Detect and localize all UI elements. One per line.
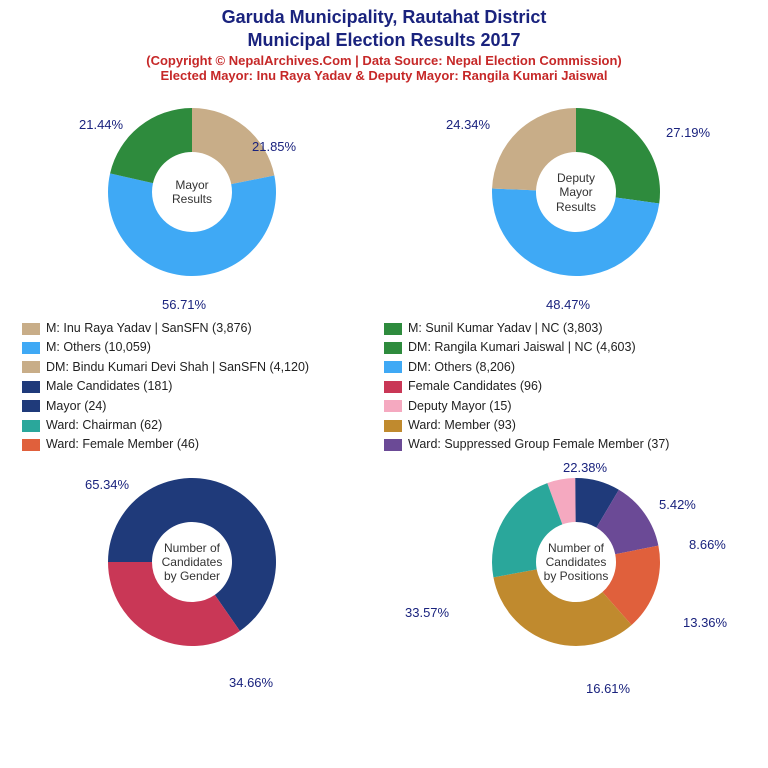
- legend-text: Mayor (24): [46, 397, 106, 416]
- donut-center-label: DeputyMayorResults: [526, 171, 626, 214]
- legend-item: Ward: Female Member (46): [22, 435, 384, 454]
- legend-swatch: [22, 420, 40, 432]
- pct-label: 13.36%: [683, 615, 727, 630]
- pct-label: 5.42%: [659, 497, 696, 512]
- legend-item: Ward: Member (93): [384, 416, 746, 435]
- title-line2: Municipal Election Results 2017: [0, 29, 768, 52]
- donut-center-label: Number ofCandidatesby Positions: [526, 541, 626, 584]
- legend-item: DM: Bindu Kumari Devi Shah | SanSFN (4,1…: [22, 358, 384, 377]
- pct-label: 24.34%: [446, 117, 490, 132]
- legend-swatch: [22, 439, 40, 451]
- legend-text: Ward: Chairman (62): [46, 416, 162, 435]
- legend-text: Deputy Mayor (15): [408, 397, 512, 416]
- legend-text: M: Inu Raya Yadav | SanSFN (3,876): [46, 319, 252, 338]
- title-line1: Garuda Municipality, Rautahat District: [0, 6, 768, 29]
- pct-label: 21.44%: [79, 117, 123, 132]
- legend-swatch: [22, 323, 40, 335]
- legend-item: M: Others (10,059): [22, 338, 384, 357]
- elected-line: Elected Mayor: Inu Raya Yadav & Deputy M…: [0, 68, 768, 83]
- top-charts-row: MayorResults 21.85% 56.71% 21.44% DeputyMay…: [0, 87, 768, 317]
- legend-item: Mayor (24): [22, 397, 384, 416]
- pct-label: 27.19%: [666, 125, 710, 140]
- pct-label: 56.71%: [162, 297, 206, 312]
- legend-swatch: [22, 361, 40, 373]
- legend-item: M: Sunil Kumar Yadav | NC (3,803): [384, 319, 746, 338]
- legend-text: M: Others (10,059): [46, 338, 151, 357]
- pct-label: 33.57%: [405, 605, 449, 620]
- mayor-chart: MayorResults 21.85% 56.71% 21.44%: [7, 87, 377, 317]
- legend-text: DM: Bindu Kumari Devi Shah | SanSFN (4,1…: [46, 358, 309, 377]
- legend-right-col: M: Sunil Kumar Yadav | NC (3,803)DM: Ran…: [384, 319, 746, 455]
- legend-swatch: [384, 400, 402, 412]
- legend-swatch: [384, 381, 402, 393]
- legend-swatch: [384, 439, 402, 451]
- donut-center-label: Number ofCandidatesby Gender: [142, 541, 242, 584]
- legend-swatch: [22, 342, 40, 354]
- legend-left-col: M: Inu Raya Yadav | SanSFN (3,876)M: Oth…: [22, 319, 384, 455]
- legend-swatch: [384, 323, 402, 335]
- legend-text: Ward: Member (93): [408, 416, 516, 435]
- pct-label: 16.61%: [586, 681, 630, 696]
- legend-swatch: [22, 381, 40, 393]
- legend: M: Inu Raya Yadav | SanSFN (3,876)M: Oth…: [0, 317, 768, 455]
- legend-text: M: Sunil Kumar Yadav | NC (3,803): [408, 319, 603, 338]
- legend-item: Ward: Suppressed Group Female Member (37…: [384, 435, 746, 454]
- legend-text: Female Candidates (96): [408, 377, 542, 396]
- positions-chart: Number ofCandidatesby Positions 5.42% 8.66…: [391, 457, 761, 707]
- legend-item: DM: Others (8,206): [384, 358, 746, 377]
- legend-text: DM: Rangila Kumari Jaiswal | NC (4,603): [408, 338, 636, 357]
- donut-center-label: MayorResults: [142, 178, 242, 207]
- legend-swatch: [384, 420, 402, 432]
- pct-label: 22.38%: [563, 460, 607, 475]
- legend-swatch: [384, 342, 402, 354]
- legend-item: M: Inu Raya Yadav | SanSFN (3,876): [22, 319, 384, 338]
- gender-chart: Number ofCandidatesby Gender 65.34% 34.66%: [7, 457, 377, 707]
- pct-label: 65.34%: [85, 477, 129, 492]
- legend-text: Male Candidates (181): [46, 377, 172, 396]
- bottom-charts-row: Number ofCandidatesby Gender 65.34% 34.66%…: [0, 457, 768, 707]
- chart-header: Garuda Municipality, Rautahat District M…: [0, 0, 768, 83]
- legend-item: Deputy Mayor (15): [384, 397, 746, 416]
- legend-item: DM: Rangila Kumari Jaiswal | NC (4,603): [384, 338, 746, 357]
- legend-item: Female Candidates (96): [384, 377, 746, 396]
- pct-label: 34.66%: [229, 675, 273, 690]
- legend-item: Ward: Chairman (62): [22, 416, 384, 435]
- pct-label: 48.47%: [546, 297, 590, 312]
- legend-text: DM: Others (8,206): [408, 358, 515, 377]
- legend-item: Male Candidates (181): [22, 377, 384, 396]
- pct-label: 8.66%: [689, 537, 726, 552]
- pct-label: 21.85%: [252, 139, 296, 154]
- legend-swatch: [384, 361, 402, 373]
- legend-text: Ward: Suppressed Group Female Member (37…: [408, 435, 669, 454]
- legend-swatch: [22, 400, 40, 412]
- deputy-mayor-chart: DeputyMayorResults 27.19% 48.47% 24.34%: [391, 87, 761, 317]
- legend-text: Ward: Female Member (46): [46, 435, 199, 454]
- copyright-line: (Copyright © NepalArchives.Com | Data So…: [0, 53, 768, 68]
